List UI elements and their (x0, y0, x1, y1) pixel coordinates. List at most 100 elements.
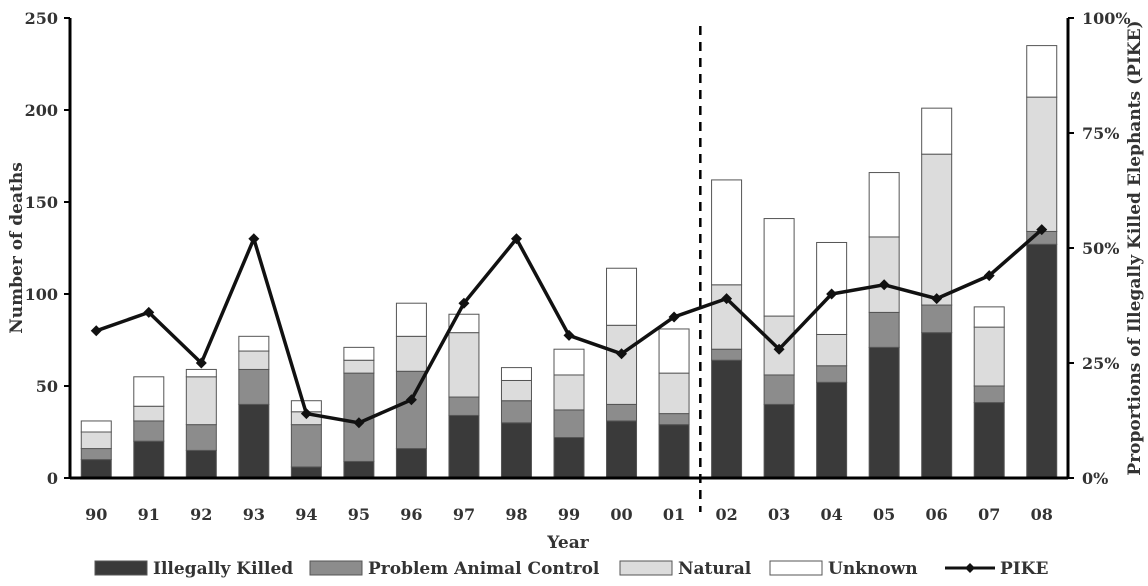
bar-natural-99 (553, 374, 585, 411)
pike-point-00 (616, 348, 628, 360)
y-tick-label: 200 (25, 101, 58, 120)
bar-natural-08 (1026, 96, 1058, 232)
x-ticks: 90 91 92 93 94 95 96 97 98 99 00 01 02 03 04 05 06 07 08 (85, 505, 1053, 524)
bar-problem-animal-control-97 (448, 396, 480, 416)
bar-problem-animal-control-90 (80, 448, 112, 461)
bar-unknown-04 (816, 241, 848, 335)
x-tick-label: 07 (978, 505, 1000, 524)
bar-problem-animal-control-92 (185, 424, 217, 451)
x-axis-title: Year (546, 533, 589, 553)
bar-problem-animal-control-07 (973, 385, 1005, 404)
y2-tick-label: 0% (1082, 469, 1108, 488)
y-tick-label: 100 (25, 285, 58, 304)
pike-point-06 (931, 293, 943, 305)
pike-point-99 (563, 329, 575, 341)
bar-illegally-killed-97 (448, 414, 480, 479)
y-tick-label: 0 (47, 469, 58, 488)
pike-point-97 (458, 297, 470, 309)
pike-point-90 (90, 325, 102, 337)
bar-illegally-killed-96 (395, 448, 427, 479)
x-tick-label: 98 (505, 505, 527, 524)
bar-illegally-killed-98 (500, 422, 532, 479)
y-tick-label: 150 (25, 193, 58, 212)
x-tick-label: 90 (85, 505, 107, 524)
x-tick-label: 93 (243, 505, 265, 524)
bar-illegally-killed-07 (973, 402, 1005, 479)
bar-unknown-00 (606, 267, 638, 326)
bar-problem-animal-control-06 (921, 304, 953, 334)
bar-problem-animal-control-04 (816, 365, 848, 383)
y2-tick-label: 25% (1082, 354, 1119, 373)
pike-point-95 (353, 417, 365, 429)
legend-label: Natural (678, 559, 752, 579)
bar-problem-animal-control-91 (133, 420, 165, 442)
y-tick-label: 50 (36, 377, 58, 396)
bar-natural-00 (606, 324, 638, 405)
bar-illegally-killed-02 (711, 359, 743, 479)
x-tick-label: 99 (558, 505, 580, 524)
bar-illegally-killed-93 (238, 403, 270, 479)
x-tick-label: 06 (926, 505, 948, 524)
pike-point-04 (826, 288, 838, 300)
bar-unknown-95 (343, 346, 375, 361)
y2-tick-label: 75% (1082, 124, 1119, 143)
pike-point-98 (510, 233, 522, 245)
legend-marker-pike (965, 563, 975, 573)
legend: Illegally Killed Problem Animal Control Na… (94, 559, 1049, 579)
bar-natural-06 (921, 153, 953, 306)
x-tick-label: 95 (348, 505, 370, 524)
y-axis-title: Number of deaths (7, 162, 27, 334)
bar-natural-95 (343, 359, 375, 374)
legend-swatch-natural (619, 560, 673, 576)
y-tick-label: 250 (25, 9, 58, 28)
bar-natural-96 (395, 335, 427, 372)
legend-swatch-illegally-killed (94, 560, 148, 576)
bar-illegally-killed-08 (1026, 243, 1058, 479)
legend-label: Unknown (828, 559, 918, 579)
bar-unknown-92 (185, 368, 217, 378)
bar-illegally-killed-92 (185, 449, 217, 479)
bar-unknown-02 (711, 179, 743, 286)
bar-problem-animal-control-98 (500, 400, 532, 424)
bar-unknown-99 (553, 348, 585, 376)
x-tick-label: 01 (663, 505, 685, 524)
bar-illegally-killed-06 (921, 332, 953, 479)
bars-layer (80, 45, 1058, 479)
bar-problem-animal-control-00 (606, 403, 638, 422)
y2-axis-title: Proportions of Illegally Killed Elephant… (1125, 20, 1145, 475)
bar-problem-animal-control-94 (290, 424, 322, 468)
bar-unknown-93 (238, 335, 270, 352)
pike-point-02 (721, 293, 733, 305)
bar-illegally-killed-00 (606, 420, 638, 479)
bar-problem-animal-control-02 (711, 348, 743, 361)
x-tick-label: 03 (768, 505, 790, 524)
y2-tick-label: 50% (1082, 239, 1119, 258)
bar-problem-animal-control-93 (238, 368, 270, 405)
legend-swatch-problem-animal-control (309, 560, 363, 576)
bar-illegally-killed-04 (816, 381, 848, 479)
x-tick-label: 05 (873, 505, 895, 524)
y2-ticks: 0% 25% 50% 75% 100% (1068, 9, 1131, 488)
pike-point-93 (248, 233, 260, 245)
bar-natural-07 (973, 326, 1005, 387)
bar-natural-98 (500, 379, 532, 402)
pike-point-96 (405, 394, 417, 406)
legend-label: Problem Animal Control (368, 559, 600, 579)
legend-swatch-unknown (769, 560, 823, 576)
bar-unknown-08 (1026, 45, 1058, 98)
bar-illegally-killed-01 (658, 424, 690, 479)
pike-line-layer (90, 224, 1048, 429)
bar-natural-91 (133, 405, 165, 422)
legend-label: PIKE (1000, 559, 1049, 579)
bar-problem-animal-control-03 (763, 374, 795, 405)
bar-natural-04 (816, 333, 848, 367)
bar-illegally-killed-99 (553, 437, 585, 479)
pike-point-94 (300, 408, 312, 420)
bar-natural-01 (658, 372, 690, 415)
y2-tick-label: 100% (1082, 9, 1131, 28)
bar-unknown-91 (133, 376, 165, 407)
bar-unknown-90 (80, 420, 112, 433)
bar-natural-05 (868, 236, 900, 313)
